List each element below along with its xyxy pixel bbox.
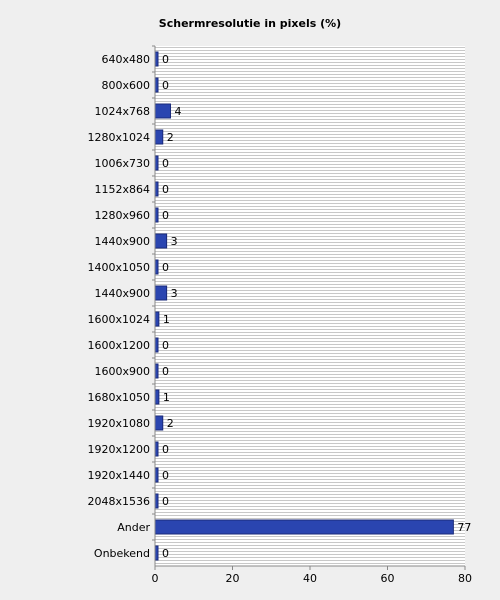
value-label: 0 [162,157,169,170]
category-label: 1600x1024 [88,313,151,326]
value-label: 0 [162,53,169,66]
x-tick-label: 20 [226,572,240,585]
category-label: 640x480 [101,53,150,66]
bar [154,389,160,405]
value-label: 0 [162,443,169,456]
chart-title: Schermresolutie in pixels (%) [158,17,342,30]
value-label: 77 [457,521,471,534]
axes-group [152,45,466,570]
category-label: 1920x1440 [88,469,151,482]
value-label: 0 [162,79,169,92]
category-label: 1600x1200 [88,339,151,352]
category-label: 1440x900 [95,235,151,248]
x-tick-label: 0 [152,572,159,585]
category-label: 1006x730 [95,157,151,170]
category-label: 1280x960 [95,209,151,222]
plot-background [155,46,465,566]
value-label: 0 [162,183,169,196]
bar [154,233,168,249]
x-tick-label: 40 [303,572,317,585]
bar [154,311,160,327]
value-label: 0 [162,261,169,274]
bar [154,415,164,431]
labels-group: 640x480 0 800x600 0 1024x768 4 1280x1024 2 1006x… [88,53,473,585]
bar [154,519,454,535]
category-label: Ander [117,521,150,534]
category-label: 1600x900 [95,365,151,378]
value-label: 0 [162,339,169,352]
category-label: 800x600 [101,79,150,92]
bar [154,285,168,301]
value-label: 0 [162,209,169,222]
category-label: 1920x1200 [88,443,151,456]
category-label: 1920x1080 [88,417,151,430]
value-label: 4 [175,105,182,118]
category-label: 2048x1536 [88,495,151,508]
value-label: 1 [163,391,170,404]
bars-group [154,51,454,561]
x-tick-label: 80 [458,572,472,585]
category-label: 1680x1050 [88,391,151,404]
bar [154,129,164,145]
category-label: 1280x1024 [88,131,151,144]
value-label: 0 [162,469,169,482]
category-label: 1440x900 [95,287,151,300]
value-label: 3 [171,287,178,300]
category-label: 1024x768 [95,105,151,118]
category-label: 1400x1050 [88,261,151,274]
bar [154,103,171,119]
value-label: 0 [162,547,169,560]
category-label: Onbekend [94,547,150,560]
value-label: 0 [162,495,169,508]
value-label: 1 [163,313,170,326]
value-label: 3 [171,235,178,248]
x-tick-label: 60 [381,572,395,585]
value-label: 2 [167,417,174,430]
category-label: 1152x864 [95,183,151,196]
value-label: 0 [162,365,169,378]
value-label: 2 [167,131,174,144]
